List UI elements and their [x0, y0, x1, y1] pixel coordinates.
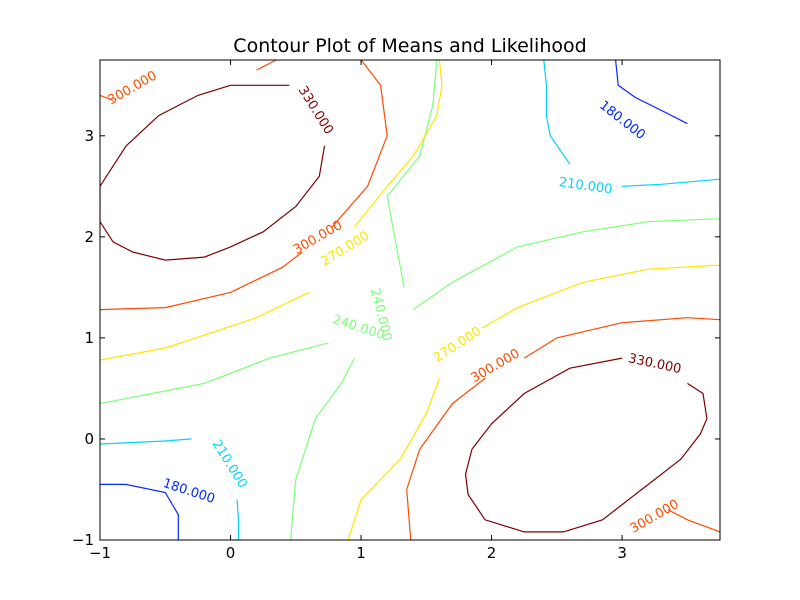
- contour-line-300-4: [523, 317, 720, 359]
- x-tick-label-3: 2: [487, 544, 497, 562]
- y-tick-label-0: −1: [72, 531, 94, 549]
- contour-label-210-0: 210.000: [558, 175, 613, 197]
- contour-labels: 180.000180.000210.000210.000240.000240.0…: [106, 68, 683, 536]
- contour-label-300-3: 300.000: [628, 497, 682, 537]
- contour-line-240-2: [100, 342, 329, 405]
- axes-frame: [99, 59, 721, 541]
- contour-line-270-0: [354, 60, 443, 228]
- x-tick-label-0: −1: [89, 544, 111, 562]
- contour-line-210-3: [236, 499, 239, 540]
- chart-title: Contour Plot of Means and Likelihood: [233, 35, 586, 57]
- x-tick-label-4: 3: [617, 544, 627, 562]
- contour-line-240-3: [290, 357, 356, 540]
- contour-line-180-0: [615, 60, 688, 125]
- y-tick-label-1: 0: [84, 430, 94, 448]
- contour-lines: [100, 60, 720, 540]
- contour-line-300-2: [331, 60, 388, 228]
- contour-line-300-3: [100, 251, 303, 311]
- contour-line-210-1: [622, 178, 720, 187]
- contour-label-330-1: 330.000: [627, 351, 683, 377]
- contour-line-300-1: [100, 94, 114, 101]
- contour-line-210-0: [543, 60, 571, 165]
- contour-label-300-0: 300.000: [106, 68, 160, 108]
- contour-line-240-0: [386, 60, 438, 288]
- contour-line-330-0: [100, 84, 326, 261]
- x-tick-label-1: 0: [226, 544, 236, 562]
- contour-line-300-6: [667, 509, 720, 533]
- contour-line-300-0: [256, 60, 277, 71]
- contour-line-180-1: [100, 483, 179, 540]
- contour-label-270-1: 270.000: [431, 324, 484, 366]
- contour-label-210-1: 210.000: [209, 437, 250, 491]
- contour-label-180-1: 180.000: [161, 476, 217, 507]
- contour-line-330-1: [464, 357, 708, 533]
- y-tick-label-3: 2: [84, 228, 94, 246]
- axis-ticks: [99, 60, 720, 541]
- axis-tick-labels: −1 0 1 2 3 −1 0 1 2 3: [72, 127, 627, 562]
- contour-line-210-2: [100, 438, 192, 445]
- contour-line-240-1: [412, 218, 720, 311]
- contour-label-330-0: 330.000: [295, 84, 336, 138]
- contour-line-270-1: [100, 291, 310, 361]
- x-tick-label-2: 1: [356, 544, 366, 562]
- contour-line-270-3: [347, 378, 440, 540]
- contour-line-270-2: [482, 264, 720, 329]
- y-tick-label-2: 1: [84, 329, 94, 347]
- contour-label-180-0: 180.000: [596, 98, 648, 143]
- plot-area: 180.000180.000210.000210.000240.000240.0…: [72, 59, 721, 562]
- contour-line-300-5: [406, 377, 486, 540]
- y-tick-label-4: 3: [84, 127, 94, 145]
- contour-label-300-2: 300.000: [468, 346, 522, 386]
